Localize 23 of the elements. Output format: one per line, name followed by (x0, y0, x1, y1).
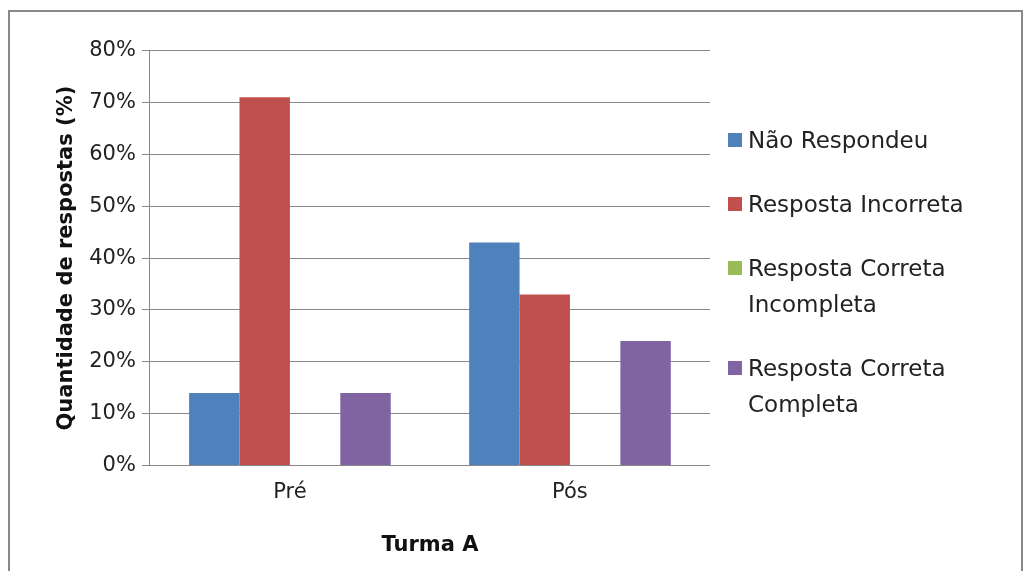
y-axis-title: Quantidade de respostas (%) (53, 85, 78, 431)
y-tick-label: 30% (89, 296, 136, 321)
y-tick-label: 80% (89, 37, 136, 62)
x-tick-label: Pré (273, 478, 307, 503)
bar (620, 341, 671, 466)
bar (239, 97, 290, 466)
y-tick-label: 20% (89, 348, 136, 373)
y-tick-label: 50% (89, 192, 136, 217)
y-tick-label: 70% (89, 88, 136, 113)
legend-label: Resposta Incorreta (748, 190, 964, 219)
legend-label: Resposta Correta Completa (748, 354, 947, 419)
y-tick-label: 10% (89, 400, 136, 425)
x-tick-label: Pós (552, 478, 588, 503)
bar (189, 392, 240, 466)
y-tick-label: 40% (89, 244, 136, 269)
y-tick-label: 0% (102, 452, 136, 477)
y-tick-label: 60% (89, 140, 136, 165)
bar (519, 294, 570, 466)
x-axis-title: Turma A (381, 531, 480, 556)
legend-label: Não Respondeu (748, 126, 929, 155)
legend-label: Resposta Correta Incompleta (748, 254, 947, 319)
bar (340, 392, 391, 466)
bar (469, 242, 520, 466)
